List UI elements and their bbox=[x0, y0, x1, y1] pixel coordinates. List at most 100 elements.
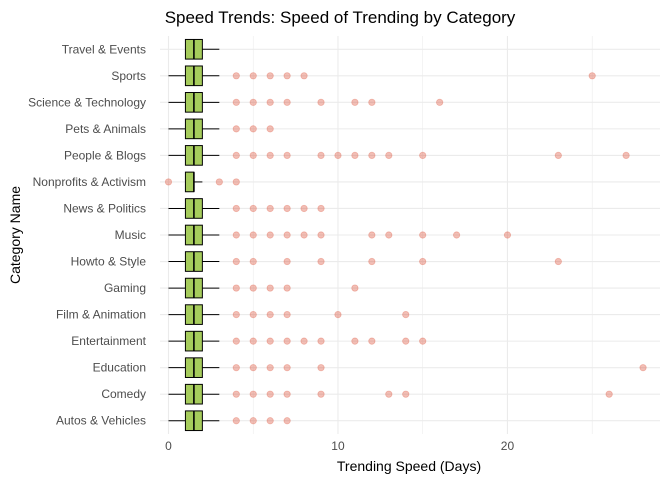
outlier-point bbox=[300, 72, 308, 80]
outlier-point bbox=[249, 204, 257, 213]
outlier-point bbox=[351, 151, 359, 159]
box-howto-style bbox=[168, 251, 220, 272]
outlier-point bbox=[283, 204, 291, 213]
outlier-point bbox=[283, 231, 291, 239]
box-people-blogs bbox=[168, 145, 220, 166]
outlier-point bbox=[283, 72, 291, 80]
outlier-point bbox=[232, 417, 240, 425]
outlier-point bbox=[368, 257, 376, 266]
outlier-point bbox=[639, 364, 647, 372]
outlier-point bbox=[266, 231, 274, 239]
outlier-point bbox=[300, 337, 308, 345]
outlier-point bbox=[266, 284, 274, 292]
outlier-point bbox=[266, 204, 274, 213]
y-tick-label: Education bbox=[93, 361, 146, 375]
y-tick-label: Science & Technology bbox=[28, 95, 146, 109]
y-tick-label: Pets & Animals bbox=[65, 122, 146, 136]
outlier-point bbox=[283, 151, 291, 159]
outlier-point bbox=[436, 98, 444, 106]
outlier-point bbox=[334, 310, 342, 319]
box-music bbox=[168, 224, 220, 246]
y-tick-label: Travel & Events bbox=[62, 42, 146, 56]
outlier-point bbox=[266, 151, 274, 159]
y-tick-label: News & Politics bbox=[63, 201, 146, 215]
outlier-point bbox=[402, 310, 410, 319]
outlier-point bbox=[300, 231, 308, 239]
outlier-point bbox=[266, 72, 274, 80]
outlier-points bbox=[164, 72, 647, 425]
outlier-point bbox=[419, 257, 427, 266]
outlier-point bbox=[249, 257, 257, 266]
outlier-point bbox=[249, 337, 257, 345]
outlier-point bbox=[554, 151, 562, 159]
boxes bbox=[168, 38, 220, 432]
x-tick-labels: 0 10 20 bbox=[165, 439, 514, 453]
outlier-point bbox=[283, 284, 291, 292]
outlier-point bbox=[368, 151, 376, 159]
outlier-point bbox=[215, 178, 223, 186]
box-comedy bbox=[168, 383, 220, 405]
x-tick-label: 0 bbox=[165, 439, 172, 453]
outlier-point bbox=[232, 204, 240, 213]
outlier-point bbox=[368, 337, 376, 345]
outlier-point bbox=[232, 72, 240, 80]
box-sports bbox=[168, 65, 220, 87]
outlier-point bbox=[283, 364, 291, 372]
x-tick-label: 10 bbox=[331, 439, 345, 453]
outlier-point bbox=[554, 257, 562, 266]
box-entertainment bbox=[168, 330, 220, 352]
box-pets-animals bbox=[168, 118, 220, 140]
box-travel-events bbox=[184, 38, 220, 60]
grid bbox=[160, 36, 660, 434]
outlier-point bbox=[249, 364, 257, 372]
outlier-point bbox=[266, 310, 274, 319]
y-axis-title: Category Name bbox=[7, 186, 23, 284]
outlier-point bbox=[266, 125, 274, 133]
outlier-point bbox=[283, 337, 291, 345]
y-tick-label: Nonprofits & Activism bbox=[33, 175, 146, 189]
outlier-point bbox=[232, 178, 240, 186]
outlier-point bbox=[385, 231, 393, 239]
outlier-point bbox=[249, 98, 257, 106]
outlier-point bbox=[351, 98, 359, 106]
outlier-point bbox=[283, 98, 291, 106]
outlier-point bbox=[164, 178, 173, 186]
box-nonprofits-activism bbox=[184, 171, 203, 193]
box-education bbox=[168, 357, 220, 378]
outlier-point bbox=[266, 364, 274, 372]
outlier-point bbox=[249, 417, 257, 425]
y-tick-labels: Autos & Vehicles Comedy Education Entertain… bbox=[28, 42, 147, 427]
outlier-point bbox=[317, 390, 325, 398]
outlier-point bbox=[351, 337, 359, 345]
outlier-point bbox=[232, 231, 240, 239]
outlier-point bbox=[232, 390, 240, 398]
y-tick-label: Comedy bbox=[101, 387, 146, 401]
outlier-point bbox=[317, 98, 325, 106]
outlier-point bbox=[402, 390, 410, 398]
outlier-point bbox=[266, 337, 274, 345]
outlier-point bbox=[232, 337, 240, 345]
y-tick-label: People & Blogs bbox=[64, 148, 146, 162]
y-tick-label: Howto & Style bbox=[71, 255, 147, 269]
outlier-point bbox=[249, 151, 257, 159]
outlier-point bbox=[419, 337, 427, 345]
outlier-point bbox=[266, 390, 274, 398]
box-body bbox=[184, 171, 195, 193]
outlier-point bbox=[266, 417, 274, 425]
outlier-point bbox=[402, 337, 410, 345]
outlier-point bbox=[605, 390, 613, 398]
outlier-point bbox=[385, 390, 393, 398]
outlier-point bbox=[317, 151, 325, 159]
outlier-point bbox=[283, 417, 291, 425]
outlier-point bbox=[249, 310, 257, 319]
y-tick-label: Sports bbox=[111, 69, 146, 83]
outlier-point bbox=[232, 284, 240, 292]
outlier-point bbox=[334, 151, 342, 159]
outlier-point bbox=[300, 204, 308, 213]
outlier-point bbox=[232, 151, 240, 159]
outlier-point bbox=[266, 98, 274, 106]
outlier-point bbox=[453, 231, 461, 239]
outlier-point bbox=[283, 390, 291, 398]
y-tick-label: Entertainment bbox=[71, 334, 146, 348]
